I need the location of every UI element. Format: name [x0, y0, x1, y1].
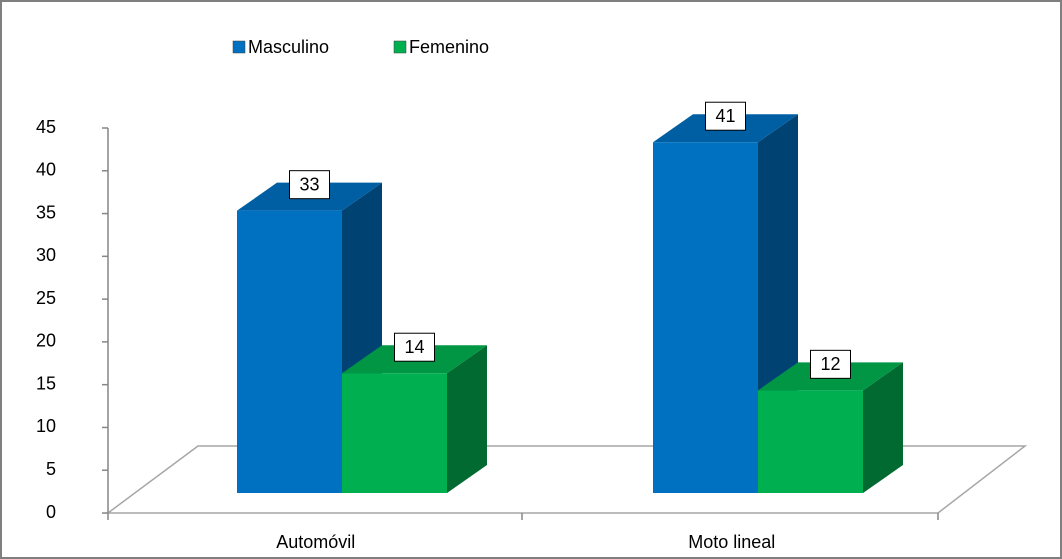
x-tick-label: Automóvil — [276, 532, 355, 552]
legend-swatch — [232, 40, 246, 54]
legend-label: Masculino — [248, 37, 329, 57]
bar-face — [758, 390, 863, 493]
y-tick-label: 5 — [46, 459, 56, 479]
legend-label: Femenino — [409, 37, 489, 57]
y-tick-label: 25 — [36, 288, 56, 308]
bar-face — [653, 142, 758, 493]
data-label-box — [705, 101, 746, 131]
y-tick-label: 20 — [36, 331, 56, 351]
bar-face — [342, 373, 447, 493]
y-tick-label: 35 — [36, 202, 56, 222]
bar-face — [863, 362, 903, 493]
y-tick-label: 0 — [46, 502, 56, 522]
y-tick-label: 30 — [36, 245, 56, 265]
bar-face — [447, 345, 487, 493]
legend-swatch — [393, 40, 407, 54]
bar — [342, 345, 487, 493]
data-label-box — [289, 170, 330, 200]
data-label-box — [810, 349, 851, 379]
floor — [105, 445, 1028, 514]
y-tick-label: 40 — [36, 160, 56, 180]
data-label: 12 — [820, 354, 840, 374]
data-label: 14 — [404, 337, 424, 357]
y-tick-label: 10 — [36, 416, 56, 436]
y-tick-label: 45 — [36, 117, 56, 137]
data-label: 33 — [299, 174, 319, 194]
bar-face — [237, 210, 342, 493]
data-label: 41 — [715, 106, 735, 126]
bar — [758, 362, 903, 493]
x-tick-label: Moto lineal — [688, 532, 775, 552]
y-tick-label: 15 — [36, 373, 56, 393]
data-label-box — [394, 332, 435, 362]
